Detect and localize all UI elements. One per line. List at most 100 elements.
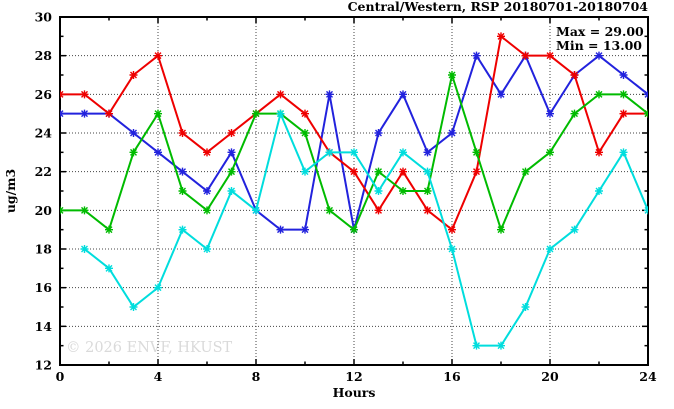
series-blue-marker [546,109,554,118]
series-blue-marker [154,148,162,157]
series-cyan-marker [80,245,89,253]
series-cyan-marker [276,109,285,118]
series-blue-marker [497,90,505,99]
chart-title: Central/Western, RSP 20180701-20180704 [348,0,649,14]
series-blue-marker [60,109,64,118]
series-cyan-marker [154,283,162,292]
series-green-marker [423,187,432,195]
series-red-marker [60,90,64,99]
y-axis-label: ug/m3 [3,169,18,213]
series-green-marker [154,109,162,118]
series-cyan-marker [448,245,456,253]
series-red-marker [105,109,113,118]
series-blue-marker [129,129,138,137]
y-tick-label: 18 [35,242,53,257]
series-green-marker [570,109,579,118]
series-red-marker [129,71,138,79]
series-blue-marker [472,51,481,60]
series-green-marker [595,90,603,99]
series-cyan-marker [301,167,309,176]
series-blue-marker [276,225,285,234]
x-axis-label: Hours [333,385,376,400]
x-tick-label: 8 [252,369,261,384]
series-green-marker [60,206,64,215]
series-cyan-marker [129,303,138,311]
y-tick-label: 12 [35,358,52,373]
y-tick-label: 28 [35,48,53,63]
series-cyan-marker [570,225,579,234]
series-blue-marker [644,90,648,99]
series-green-marker [472,148,481,157]
series-green-marker [301,129,309,137]
series-red-marker [497,32,505,41]
series-cyan-marker [546,245,554,253]
y-tick-label: 20 [35,203,53,218]
x-tick-label: 24 [639,369,657,384]
series-blue-marker [203,187,211,195]
series-cyan-marker [399,148,407,157]
series-blue-marker [423,148,432,157]
series-red-marker [276,90,285,99]
series-blue-marker [595,51,603,60]
series-green-marker [227,167,236,176]
x-tick-label: 4 [154,369,163,384]
series-green-marker [497,225,505,234]
series-green-marker [350,225,358,234]
series-red-marker [399,167,407,176]
series-green-marker [178,187,187,195]
x-tick-label: 16 [443,369,461,384]
series-blue-marker [301,225,309,234]
y-tick-label: 16 [35,280,53,295]
series-cyan-marker [227,187,236,195]
y-tick-label: 22 [35,164,52,179]
watermark: © 2026 ENVF, HKUST [66,340,232,356]
series-green-marker [325,206,334,215]
series-cyan-marker [595,187,603,195]
series-cyan-marker [203,245,211,253]
series-cyan-marker [423,167,432,176]
series-cyan-marker [350,148,358,157]
series-cyan-marker [472,341,481,350]
series-green-marker [399,187,407,195]
series-blue-marker [399,90,407,99]
series-red-marker [350,167,358,176]
series-cyan-marker [178,225,187,234]
series-cyan-marker [521,303,530,311]
y-tick-label: 30 [35,10,53,25]
x-tick-label: 12 [345,369,362,384]
series-green-marker [644,109,648,118]
series-red-marker [203,148,211,157]
min-value-label: Min = 13.00 [556,38,642,53]
y-tick-label: 14 [35,319,53,334]
series-red-marker [227,129,236,137]
series-red-marker [423,206,432,215]
series-blue-marker [178,167,187,176]
series-blue-marker [619,71,628,79]
series-cyan-line [83,110,648,347]
series-blue-marker [325,90,334,99]
series-red-marker [154,51,162,60]
series-red-marker [178,129,187,137]
series-blue-marker [227,148,236,157]
series-red-marker [301,109,309,118]
series-green-marker [521,167,530,176]
series-green-marker [546,148,554,157]
series-green-marker [619,90,628,99]
y-tick-label: 26 [35,87,53,102]
series-green-marker [448,71,456,79]
series-green-marker [252,109,260,118]
series-blue-marker [374,129,383,137]
y-tick-label: 24 [35,126,53,141]
series-green-marker [80,206,89,215]
series-green-marker [129,148,138,157]
series-green-marker [105,225,113,234]
series-cyan-marker [644,206,648,215]
series-red-marker [374,206,383,215]
series-green-marker [374,167,383,176]
series-green-marker [203,206,211,215]
series-red-marker [570,71,579,79]
series-red-marker [448,225,456,234]
series-red-marker [595,148,603,157]
